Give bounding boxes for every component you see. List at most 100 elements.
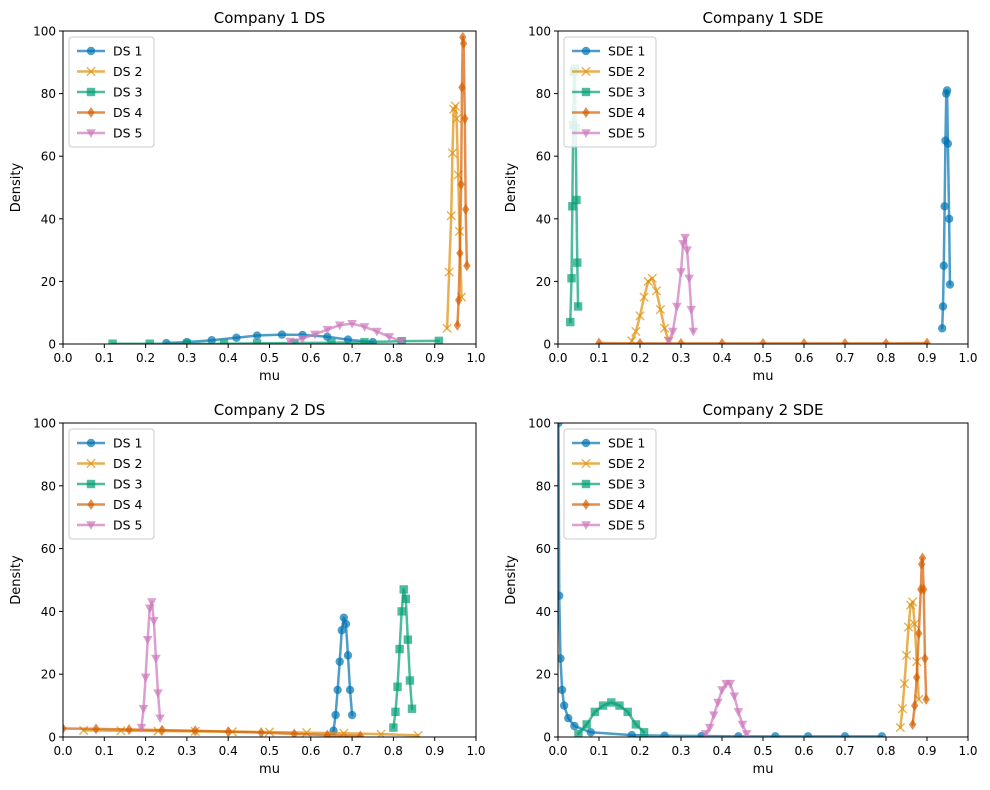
- data-point: [372, 327, 382, 337]
- data-point: [407, 704, 417, 713]
- data-point: [920, 583, 928, 595]
- data-point: [676, 268, 686, 278]
- data-point: [461, 113, 469, 125]
- legend-marker: [581, 458, 591, 469]
- data-point: [627, 730, 636, 737]
- data-point: [573, 258, 582, 267]
- data-point: [451, 113, 462, 124]
- data-point: [636, 337, 644, 344]
- data-point: [910, 619, 920, 629]
- data-point: [393, 682, 402, 691]
- data-point: [558, 685, 567, 695]
- legend: DS 1 DS 2 DS 3 DS 4 DS 5: [68, 428, 155, 540]
- legend-label: SDE 1: [608, 436, 645, 451]
- x-tick-label: 0.4: [712, 744, 731, 758]
- series-line: [940, 89, 952, 330]
- data-point: [718, 337, 726, 344]
- data-point: [341, 619, 351, 629]
- y-tick-label: 40: [536, 605, 551, 619]
- x-tick-label: 0.1: [95, 351, 114, 365]
- data-point: [297, 334, 308, 344]
- data-point: [651, 286, 662, 296]
- x-axis-label: mu: [259, 369, 280, 384]
- legend-marker: [86, 66, 96, 77]
- data-point: [151, 654, 161, 664]
- x-tick-label: 0.6: [301, 351, 320, 365]
- series-line: [288, 322, 403, 343]
- legend-item: SDE 4: [572, 497, 645, 512]
- data-point: [647, 273, 657, 283]
- data-point: [558, 591, 564, 600]
- data-point: [458, 81, 466, 93]
- data-point: [877, 732, 887, 737]
- x-tick-label: 0.6: [794, 744, 813, 758]
- data-point: [939, 261, 949, 270]
- series-ds-5: [136, 598, 165, 733]
- data-point: [918, 552, 927, 564]
- legend-item: DS 3: [77, 477, 143, 492]
- legend-label: DS 3: [113, 477, 143, 492]
- legend-marker: [581, 479, 591, 489]
- x-tick-label: 0.1: [589, 351, 608, 365]
- x-tick-label: 0.5: [260, 744, 279, 758]
- data-point: [704, 723, 715, 733]
- data-point: [454, 294, 463, 306]
- legend-label: SDE 5: [608, 126, 645, 141]
- data-point: [92, 723, 100, 735]
- legend-label: DS 1: [113, 436, 143, 451]
- data-point: [347, 710, 357, 720]
- legend-label: SDE 4: [608, 105, 645, 120]
- data-point: [686, 305, 697, 315]
- x-tick-label: 0.3: [177, 351, 196, 365]
- data-point: [396, 337, 407, 344]
- x-tick-label: 0.6: [794, 351, 813, 365]
- y-tick-label: 100: [528, 25, 551, 39]
- legend: SDE 1 SDE 2 SDE 3 SDE 4 SDE 5: [563, 428, 657, 540]
- data-point: [333, 685, 342, 695]
- series-sde-4: [595, 337, 931, 344]
- data-point: [399, 585, 408, 594]
- legend-marker: [581, 521, 591, 530]
- series-line: [899, 600, 921, 729]
- data-point: [310, 330, 320, 340]
- data-point: [347, 319, 357, 329]
- series-line: [111, 339, 441, 344]
- data-point: [136, 723, 147, 733]
- data-point: [921, 653, 929, 664]
- legend-label: DS 3: [113, 85, 143, 100]
- data-point: [631, 720, 641, 729]
- x-tick-label: 0.3: [671, 351, 690, 365]
- legend-label: DS 5: [113, 518, 143, 533]
- data-point: [717, 686, 727, 695]
- legend-marker: [581, 66, 591, 77]
- data-point: [138, 705, 149, 714]
- data-point: [559, 701, 569, 710]
- legend-label: SDE 4: [608, 497, 645, 512]
- legend-marker: [581, 438, 591, 448]
- series-line: [456, 36, 469, 327]
- data-point: [659, 323, 670, 334]
- plot-area: [63, 585, 423, 737]
- data-point: [937, 324, 947, 333]
- x-tick-label: 0.8: [876, 744, 895, 758]
- y-tick-label: 0: [48, 731, 56, 745]
- series-sde-5: [663, 233, 699, 344]
- legend: DS 1 DS 2 DS 3 DS 4 DS 5: [68, 36, 155, 148]
- data-point: [155, 714, 165, 724]
- data-point: [413, 730, 423, 737]
- legend-box: [563, 36, 657, 148]
- data-point: [142, 635, 153, 645]
- x-tick-label: 1.0: [466, 351, 485, 365]
- data-point: [771, 732, 780, 737]
- data-point: [359, 323, 370, 332]
- x-tick-label: 0.7: [343, 744, 362, 758]
- data-point: [938, 302, 948, 311]
- data-point: [558, 654, 565, 663]
- legend-label: DS 5: [113, 126, 143, 141]
- data-point: [224, 726, 232, 737]
- chart-title: Company 2 DS: [214, 401, 326, 419]
- legend-item: DS 4: [77, 497, 143, 512]
- x-tick-label: 0.7: [835, 351, 854, 365]
- data-point: [566, 317, 575, 327]
